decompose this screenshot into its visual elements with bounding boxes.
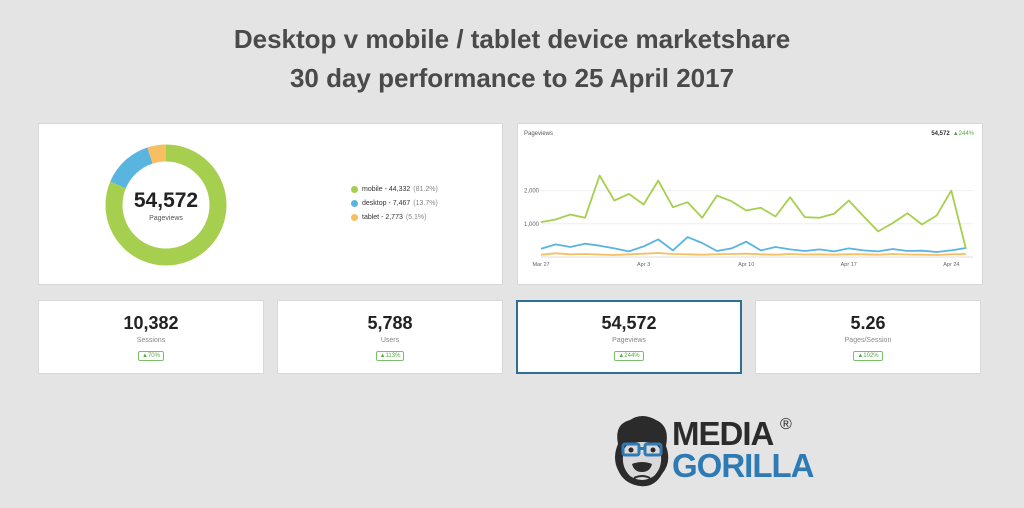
page-title: Desktop v mobile / tablet device markets… bbox=[233, 24, 791, 54]
gorilla-mascot-icon bbox=[615, 416, 669, 487]
logo-word-gorilla: GORILLA bbox=[672, 447, 814, 484]
tablet-dot-icon bbox=[351, 213, 358, 221]
stat-value: 10,382 bbox=[123, 313, 179, 333]
x-tick-label: Apr 10 bbox=[738, 262, 754, 268]
donut-center: 54,572 Pageviews bbox=[109, 189, 223, 222]
pageviews-line-chart: 1,000 2,000 Mar 27 Apr 3 Apr 10 Apr 17 Apr 24 bbox=[524, 174, 973, 268]
mobile-dot-icon bbox=[351, 185, 358, 193]
donut-total-label: Pageviews bbox=[149, 215, 183, 222]
legend-label: tablet - 2,773 bbox=[362, 213, 403, 221]
stat-value: 5,788 bbox=[367, 313, 413, 333]
desktop-dot-icon bbox=[351, 199, 358, 207]
media-gorilla-logo: MEDIA GORILLA ® bbox=[610, 414, 814, 490]
logo-word-media: MEDIA bbox=[672, 415, 774, 452]
line-chart-total: 54,572 ▲244% bbox=[931, 131, 974, 137]
stat-label: Pageviews bbox=[612, 337, 646, 344]
line-total-change: ▲244% bbox=[952, 131, 974, 137]
x-tick-label: Apr 3 bbox=[637, 262, 650, 268]
line-total-value: 54,572 bbox=[931, 131, 950, 137]
registered-mark: ® bbox=[780, 416, 792, 433]
stat-card-sessions[interactable]: 10,382 Sessions ▲70% bbox=[38, 300, 264, 374]
stat-card-users[interactable]: 5,788 Users ▲113% bbox=[277, 300, 503, 374]
legend-label: mobile - 44,332 bbox=[362, 185, 411, 193]
legend-item-tablet: tablet - 2,773 (5.1%) bbox=[351, 210, 438, 224]
stat-card-pages-per-session[interactable]: 5.26 Pages/Session ▲102% bbox=[755, 300, 981, 374]
stat-change-badge: ▲113% bbox=[375, 351, 405, 361]
legend-pct: (81.2%) bbox=[413, 185, 438, 193]
y-tick-label: 2,000 bbox=[524, 189, 540, 195]
stat-value: 5.26 bbox=[850, 313, 886, 333]
series-line-1 bbox=[540, 236, 967, 253]
donut-legend: mobile - 44,332 (81.2%) desktop - 7,467 … bbox=[351, 182, 438, 224]
stat-value: 54,572 bbox=[601, 313, 657, 333]
donut-total: 54,572 bbox=[133, 189, 199, 212]
device-share-card: 54,572 Pageviews mobile - 44,332 (81.2%)… bbox=[38, 123, 503, 285]
donut-slice-tablet bbox=[105, 144, 227, 266]
stat-card-pageviews[interactable]: 54,572 Pageviews ▲244% bbox=[516, 300, 742, 374]
device-share-donut bbox=[105, 144, 227, 266]
y-tick-label: 1,000 bbox=[524, 222, 540, 228]
x-tick-label: Apr 17 bbox=[841, 262, 857, 268]
line-chart-title: Pageviews bbox=[524, 131, 554, 137]
x-tick-label: Mar 27 bbox=[532, 262, 549, 268]
stat-label: Users bbox=[380, 337, 400, 344]
pageviews-trend-card: Pageviews 54,572 ▲244% 1,000 2,000 Mar 27 Ap… bbox=[517, 123, 983, 285]
series-line-2 bbox=[540, 252, 967, 256]
page-subtitle: 30 day performance to 25 April 2017 bbox=[289, 63, 735, 93]
legend-item-mobile: mobile - 44,332 (81.2%) bbox=[351, 182, 438, 196]
x-tick-label: Apr 24 bbox=[943, 262, 959, 268]
legend-item-desktop: desktop - 7,467 (13.7%) bbox=[351, 196, 438, 210]
series-line-0 bbox=[540, 174, 967, 250]
stat-label: Pages/Session bbox=[844, 337, 892, 344]
stat-change-badge: ▲102% bbox=[853, 351, 883, 361]
stat-change-badge: ▲70% bbox=[138, 351, 164, 361]
legend-pct: (5.1%) bbox=[405, 213, 427, 221]
legend-label: desktop - 7,467 bbox=[362, 199, 411, 207]
stat-change-badge: ▲244% bbox=[614, 351, 644, 361]
stat-label: Sessions bbox=[136, 337, 166, 344]
legend-pct: (13.7%) bbox=[413, 199, 438, 207]
